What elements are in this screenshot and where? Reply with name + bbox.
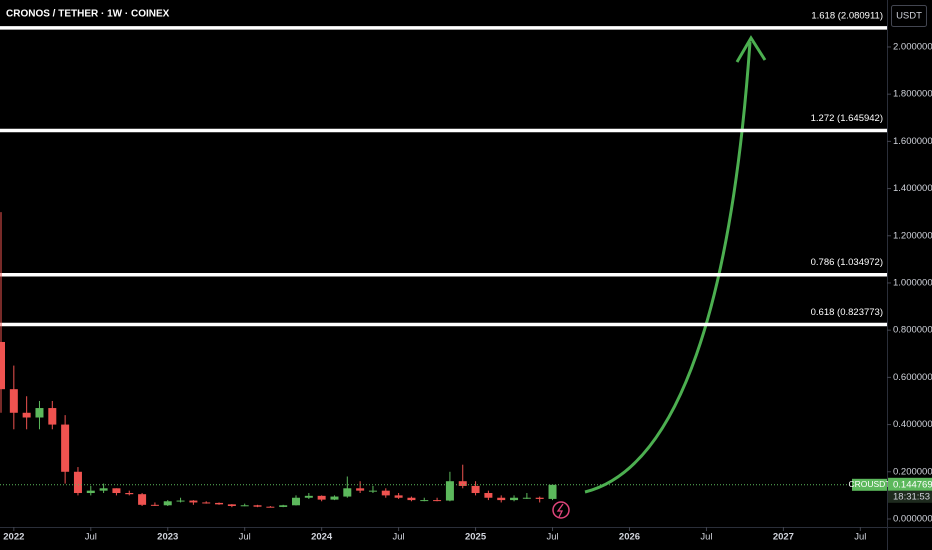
candle-body [407,497,416,501]
y-tick-label: 1.000000 [893,277,932,288]
candle-body [9,389,18,413]
candle-body [176,500,185,502]
candle-body [497,497,506,501]
price-box [888,477,932,491]
candle-body [522,497,531,499]
lightning [556,503,564,518]
fib-label: 1.272 (1.645942) [811,113,883,124]
candle-body [433,500,442,502]
x-tick-label: Jul [85,532,97,543]
chart-title: CRONOS / TETHER · 1W · COINEX [6,9,170,20]
candle-body [304,495,313,498]
candle-body [0,341,5,390]
candle-body [125,493,134,495]
y-tick-label: 0.600000 [893,372,932,383]
candle-body [202,502,211,504]
candle-body [138,494,147,505]
x-tick-label: 2023 [157,532,178,543]
candle-body [48,408,57,425]
y-tick-label: 0.800000 [893,325,932,336]
x-tick-label: Jul [239,532,251,543]
candle-body [343,488,352,497]
fib-label: 1.618 (2.080911) [811,10,883,21]
candle-body [35,408,44,418]
candle-body [471,485,480,494]
candle-body [368,490,377,492]
projection-arrow [584,41,752,494]
x-tick-label: 2022 [3,532,24,543]
x-tick-label: 2024 [311,532,333,543]
y-tick-label: 0.000000 [893,513,932,524]
fib-label: 0.786 (1.034972) [811,257,883,268]
y-tick-label: 1.600000 [893,136,932,147]
symbol-box [852,478,887,491]
y-tick-label: 0.400000 [893,419,932,430]
candle-body [292,497,300,506]
candle-body [163,501,172,506]
x-tick-label: 2026 [619,532,640,543]
candle-body [253,505,262,507]
symbol-label: CROUSDT [848,479,890,489]
x-tick-label: Jul [700,532,712,543]
candle-body [394,495,403,498]
candle-body [445,481,454,501]
candle-body [510,497,519,501]
x-tick-label: 2025 [465,532,487,543]
candle-body [227,504,236,506]
x-tick-label: Jul [546,532,558,543]
candle-body [61,424,70,472]
currency-box[interactable] [891,5,927,27]
y-tick-label: 2.000000 [893,41,932,52]
y-tick-label: 1.200000 [893,230,932,241]
x-tick-label: Jul [393,532,405,543]
y-tick-label: 1.800000 [893,89,932,100]
countdown: 18:31:53 [893,491,930,502]
candle-body [112,488,121,494]
y-tick-label: 0.200000 [893,466,932,477]
last-price: 0.144769 [893,479,932,490]
candle-body [484,493,493,498]
candle-body [317,495,326,500]
event-icon[interactable] [552,501,570,519]
y-tick-label: 1.400000 [893,183,932,194]
candle-body [150,504,159,506]
candle-body [420,500,429,502]
candle-body [458,481,467,486]
candle-body [189,500,198,503]
candle-body [266,506,275,508]
countdown-box [888,490,932,503]
candle-body [22,412,31,418]
candle-body [86,490,95,494]
fib-label: 0.618 (0.823773) [811,307,883,318]
candle-body [356,488,365,491]
candle-body [99,488,108,491]
candle-body [240,505,249,507]
candle-body [381,490,390,496]
x-tick-label: 2027 [773,532,794,543]
currency[interactable]: USDT [896,11,922,22]
candle-body [535,497,544,499]
x-tick-label: Jul [854,532,866,543]
candle-body [279,505,288,507]
candle-body [215,502,224,505]
candle-body [330,496,339,500]
arrow-head [735,35,767,63]
candle-body [548,484,557,499]
candle-body [73,471,82,494]
